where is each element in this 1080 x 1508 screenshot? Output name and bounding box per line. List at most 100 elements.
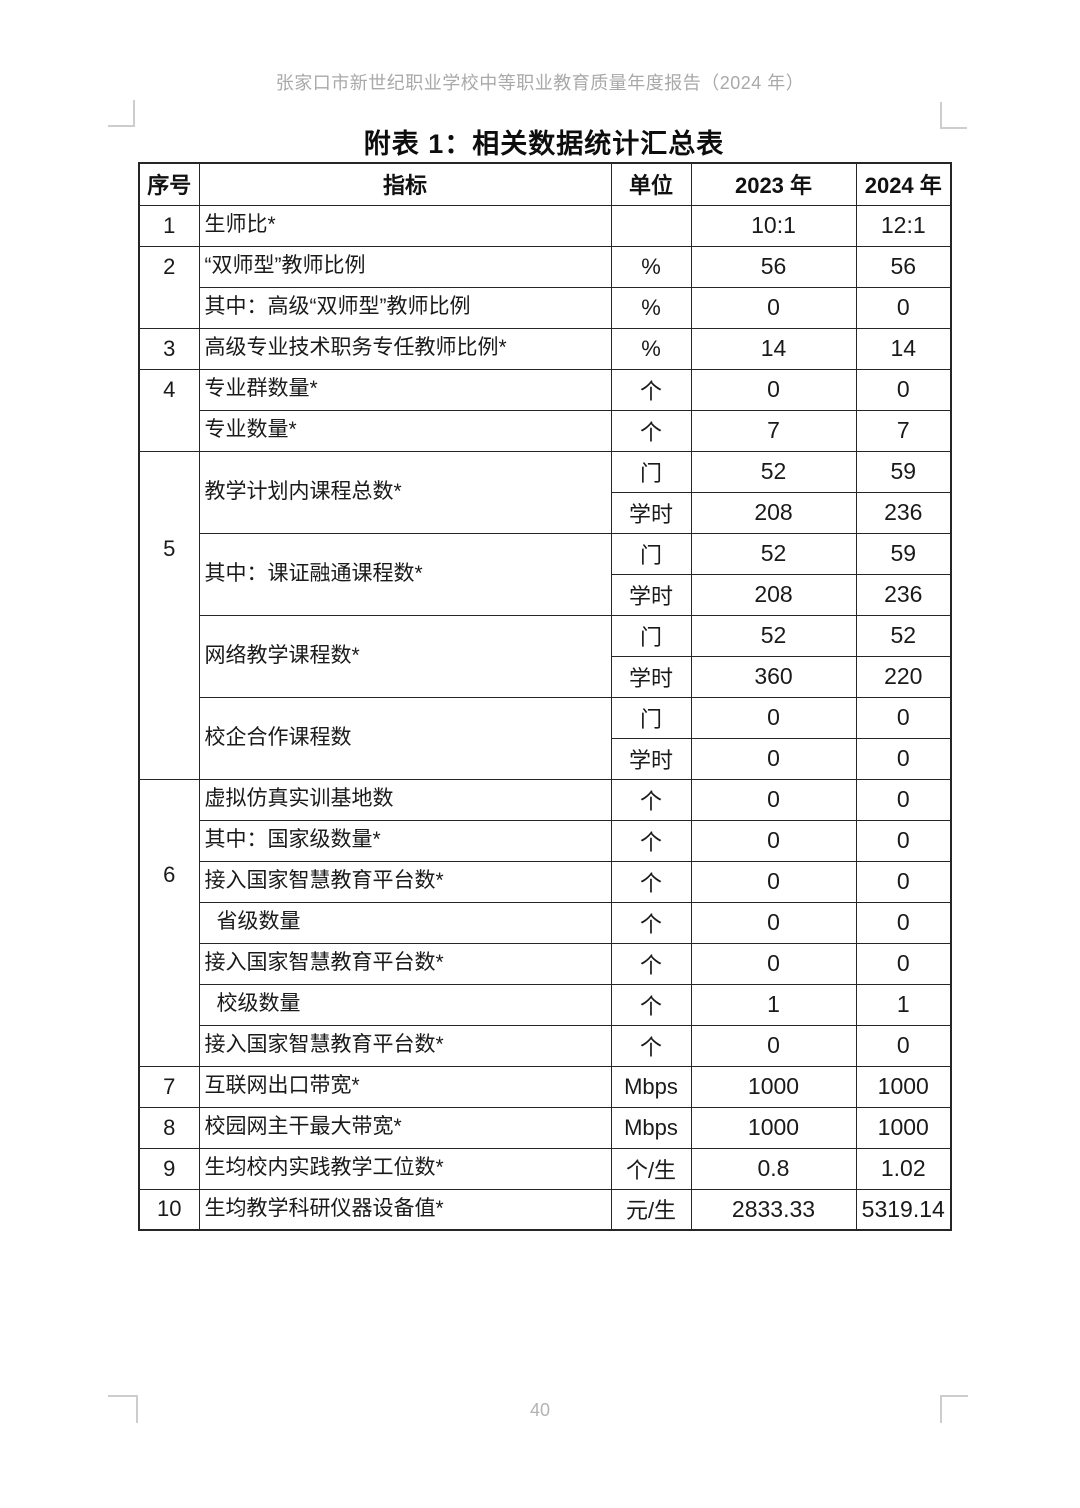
value-2024-cell: 1	[855, 983, 952, 1026]
unit-cell: 个	[610, 1024, 692, 1067]
value-2023-cell: 7	[690, 409, 857, 452]
crop-mark-top-right-icon	[940, 102, 967, 129]
table-row: 其中：国家级数量* 个 0 0	[139, 819, 952, 862]
indicator-cell: 教学计划内课程总数*	[198, 450, 612, 534]
row-number-cell: 3	[138, 327, 200, 370]
unit-cell: %	[610, 286, 692, 329]
indicator-cell: 生均校内实践教学工位数*	[198, 1147, 612, 1190]
table-row: 2 “双师型”教师比例% 56 56	[138, 245, 952, 329]
indicator-cell: 校企合作课程数	[198, 696, 612, 780]
column-header: 单位	[610, 162, 692, 206]
table-row: 接入国家智慧教育平台数* 个 0 0	[139, 1024, 952, 1067]
unit-cell: Mbps	[610, 1106, 692, 1149]
table-row: 6 虚拟仿真实训基地数个 0 0	[138, 778, 952, 1067]
row-number-cell: 4	[138, 368, 200, 452]
value-2023-cell: 2833.33	[690, 1188, 857, 1231]
indicator-cell: 高级专业技术职务专任教师比例*	[198, 327, 612, 370]
table-body: 1 生师比* 10:1 12:1 2 “双师型”教师比例% 56 56 其中：高级“双师型”教师…	[138, 204, 952, 1231]
value-2023-cell: 52	[690, 450, 857, 493]
unit-cell: 个	[610, 778, 692, 821]
value-2023-cell: 0	[690, 819, 857, 862]
page-number: 40	[529, 1400, 551, 1420]
table-row: 5 教学计划内课程总数* 门 52 59	[138, 450, 952, 780]
table-row: 接入国家智慧教育平台数* 个 0 0	[139, 942, 952, 985]
value-2024-cell: 0	[855, 1024, 952, 1067]
table-row: 学时 208 236	[139, 491, 952, 534]
value-2024-cell: 0	[855, 901, 952, 944]
unit-cell: 个	[610, 901, 692, 944]
indicator-cell: 接入国家智慧教育平台数*	[198, 942, 612, 985]
row-number-cell: 7	[138, 1065, 200, 1108]
column-header: 2023 年	[690, 162, 857, 206]
value-2023-cell: 208	[690, 491, 857, 534]
row-number-cell: 10	[138, 1188, 200, 1231]
indicator-cell: 校级数量	[198, 983, 612, 1026]
column-header: 2024 年	[855, 162, 952, 206]
column-header: 序号	[138, 162, 200, 206]
value-2023-cell: 1000	[690, 1065, 857, 1108]
value-2023-cell: 10:1	[690, 204, 857, 247]
value-2024-cell: 0	[855, 942, 952, 985]
value-2024-cell: 1000	[855, 1106, 952, 1149]
table-row: 1 生师比* 10:1 12:1	[138, 204, 952, 247]
unit-cell: 门	[610, 696, 692, 739]
unit-cell: 学时	[610, 655, 692, 698]
indicator-cell: 生均教学科研仪器设备值*	[198, 1188, 612, 1231]
unit-cell: 个	[610, 368, 692, 411]
value-2024-cell: 0	[855, 819, 952, 862]
value-2024-cell: 1.02	[855, 1147, 952, 1190]
crop-mark-bottom-left-icon	[108, 1395, 138, 1423]
indicator-cell: 其中：课证融通课程数*	[198, 532, 612, 616]
table-row: 接入国家智慧教育平台数* 个 0 0	[139, 860, 952, 903]
unit-cell: 门	[610, 532, 692, 575]
unit-cell: %	[610, 245, 692, 288]
value-2023-cell: 56	[690, 245, 857, 288]
crop-mark-top-left-icon	[108, 100, 135, 127]
indicator-cell: 校园网主干最大带宽*	[198, 1106, 612, 1149]
unit-cell: 学时	[610, 491, 692, 534]
row-number-cell: 5	[138, 450, 200, 780]
value-2024-cell: 220	[855, 655, 952, 698]
indicator-cell: 专业群数量*	[198, 368, 612, 411]
table-row: 专业数量* 个 7 7	[139, 409, 952, 452]
indicator-cell: 接入国家智慧教育平台数*	[198, 860, 612, 903]
table-row: 8 校园网主干最大带宽* Mbps 1000 1000	[138, 1106, 952, 1149]
table-row: 4 专业群数量* 个 0 0	[138, 368, 952, 452]
unit-cell: 元/生	[610, 1188, 692, 1231]
value-2023-cell: 1000	[690, 1106, 857, 1149]
unit-cell: 个/生	[610, 1147, 692, 1190]
indicator-cell: 互联网出口带宽*	[198, 1065, 612, 1108]
value-2023-cell: 208	[690, 573, 857, 616]
value-2024-cell: 59	[855, 532, 952, 575]
value-2024-cell: 12:1	[855, 204, 952, 247]
value-2023-cell: 1	[690, 983, 857, 1026]
unit-cell: 个	[610, 409, 692, 452]
table-row: 网络教学课程数* 门 52 52	[139, 614, 952, 698]
unit-cell: Mbps	[610, 1065, 692, 1108]
unit-cell: %	[610, 327, 692, 370]
indicator-cell: 接入国家智慧教育平台数*	[198, 1024, 612, 1067]
value-2024-cell: 0	[855, 286, 952, 329]
value-2023-cell: 0.8	[690, 1147, 857, 1190]
unit-cell: 学时	[610, 573, 692, 616]
value-2023-cell: 0	[690, 860, 857, 903]
row-number-cell: 6	[138, 778, 200, 1067]
table-row: 3 高级专业技术职务专任教师比例*% 14 14	[138, 327, 952, 370]
value-2024-cell: 14	[855, 327, 952, 370]
table-row: 9 生均校内实践教学工位数* 个/生 0.8 1.02	[138, 1147, 952, 1190]
value-2024-cell: 5319.14	[855, 1188, 952, 1231]
report-header: 张家口市新世纪职业学校中等职业教育质量年度报告（2024 年）	[275, 73, 805, 93]
table-row: 其中：高级“双师型”教师比例% 0 0	[139, 286, 952, 329]
value-2024-cell: 236	[855, 491, 952, 534]
value-2024-cell: 0	[855, 778, 952, 821]
unit-cell: 个	[610, 983, 692, 1026]
value-2024-cell: 236	[855, 573, 952, 616]
value-2023-cell: 52	[690, 532, 857, 575]
unit-cell: 学时	[610, 737, 692, 780]
unit-cell: 个	[610, 942, 692, 985]
indicator-cell: “双师型”教师比例	[198, 245, 612, 288]
table-row: 学时 208 236	[139, 573, 952, 616]
value-2023-cell: 0	[690, 696, 857, 739]
value-2023-cell: 0	[690, 286, 857, 329]
row-number-cell: 8	[138, 1106, 200, 1149]
